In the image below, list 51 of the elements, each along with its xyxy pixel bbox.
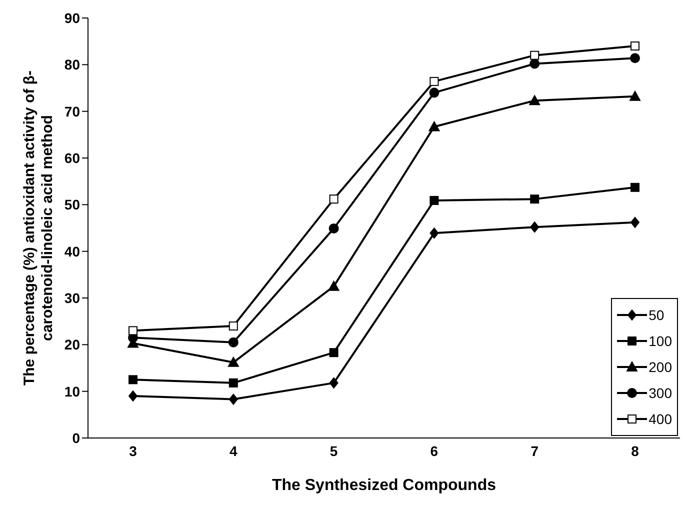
point bbox=[329, 377, 338, 388]
y-axis-title: The percentage (%) antioxidant activity of β-carotenoid-linoleic acid method bbox=[21, 70, 56, 386]
point bbox=[329, 348, 338, 358]
point bbox=[630, 53, 640, 64]
x-tick-label: 8 bbox=[631, 442, 640, 459]
point bbox=[430, 228, 439, 239]
legend-label: 300 bbox=[648, 385, 672, 401]
legend-label: 400 bbox=[648, 411, 672, 427]
point bbox=[530, 222, 540, 233]
x-axis-title: The Synthesized Compounds bbox=[272, 477, 496, 494]
point bbox=[530, 58, 540, 69]
point bbox=[428, 121, 440, 132]
point bbox=[529, 95, 540, 106]
point bbox=[530, 50, 540, 60]
y-tick-label: 10 bbox=[64, 383, 80, 400]
point bbox=[228, 356, 239, 367]
point bbox=[128, 326, 138, 336]
point bbox=[328, 223, 339, 234]
y-tick-label: 80 bbox=[64, 56, 80, 73]
point bbox=[128, 390, 138, 402]
x-tick-label: 3 bbox=[129, 442, 138, 459]
point bbox=[329, 194, 338, 204]
point bbox=[630, 182, 640, 192]
y-tick-label: 30 bbox=[64, 290, 80, 306]
x-tick-label: 7 bbox=[530, 442, 539, 459]
y-tick-label: 50 bbox=[64, 196, 80, 213]
x-tick-label: 4 bbox=[230, 442, 238, 459]
point bbox=[630, 42, 640, 50]
point bbox=[128, 375, 138, 384]
x-tick-label: 5 bbox=[330, 442, 338, 459]
point bbox=[430, 196, 439, 205]
point bbox=[228, 394, 238, 405]
x-tick-label: 6 bbox=[430, 442, 438, 459]
point bbox=[228, 322, 238, 330]
point bbox=[429, 88, 440, 98]
y-tick-label: 60 bbox=[64, 150, 80, 166]
legend-label: 200 bbox=[648, 359, 672, 375]
point bbox=[328, 280, 340, 291]
point bbox=[228, 337, 238, 348]
y-tick-label: 90 bbox=[64, 10, 80, 26]
point bbox=[228, 378, 238, 388]
y-tick-label: 20 bbox=[64, 336, 80, 353]
legend-label: 50 bbox=[648, 307, 664, 323]
y-tick-label: 40 bbox=[64, 243, 80, 260]
point bbox=[630, 90, 640, 101]
y-tick-label: 0 bbox=[72, 430, 80, 446]
point bbox=[630, 216, 640, 228]
point bbox=[430, 76, 439, 86]
legend-label: 100 bbox=[648, 333, 672, 349]
point bbox=[530, 194, 540, 204]
y-tick-label: 70 bbox=[64, 103, 80, 120]
